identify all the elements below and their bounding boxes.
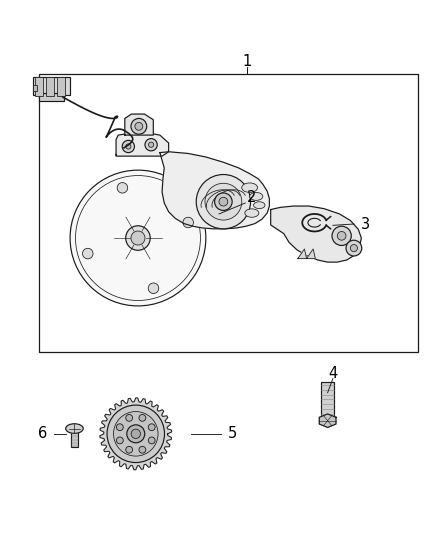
- Circle shape: [131, 429, 141, 439]
- Circle shape: [117, 424, 123, 431]
- Circle shape: [145, 139, 157, 151]
- Circle shape: [332, 226, 351, 246]
- Ellipse shape: [250, 192, 263, 200]
- Circle shape: [346, 240, 362, 256]
- Bar: [71, 432, 78, 447]
- Circle shape: [148, 142, 154, 147]
- Bar: [33, 85, 37, 91]
- Bar: [33, 77, 70, 95]
- Circle shape: [148, 424, 155, 431]
- Circle shape: [126, 446, 133, 453]
- Text: 5: 5: [227, 426, 237, 441]
- Circle shape: [183, 217, 194, 228]
- Circle shape: [135, 123, 143, 130]
- Circle shape: [350, 245, 357, 252]
- Text: 6: 6: [38, 426, 48, 441]
- Ellipse shape: [245, 209, 259, 217]
- Bar: [39, 93, 64, 101]
- Polygon shape: [271, 206, 361, 262]
- Circle shape: [70, 170, 206, 306]
- Circle shape: [139, 415, 146, 421]
- Circle shape: [215, 193, 232, 211]
- Circle shape: [113, 411, 158, 456]
- Circle shape: [131, 118, 147, 134]
- Circle shape: [196, 174, 251, 229]
- Bar: [321, 382, 334, 421]
- Circle shape: [117, 437, 123, 444]
- Circle shape: [219, 197, 228, 206]
- Ellipse shape: [66, 424, 83, 433]
- Text: 4: 4: [328, 366, 338, 381]
- Bar: [57, 77, 65, 96]
- Circle shape: [117, 183, 128, 193]
- Polygon shape: [100, 398, 172, 470]
- Bar: [35, 77, 43, 96]
- Polygon shape: [307, 249, 315, 259]
- Circle shape: [126, 415, 133, 421]
- Polygon shape: [116, 132, 169, 156]
- Circle shape: [126, 226, 150, 251]
- Polygon shape: [160, 152, 269, 229]
- Circle shape: [139, 446, 146, 453]
- Ellipse shape: [254, 202, 265, 208]
- Polygon shape: [298, 249, 307, 259]
- Text: 2: 2: [247, 190, 257, 205]
- Circle shape: [148, 283, 159, 294]
- Circle shape: [107, 405, 165, 463]
- Polygon shape: [319, 414, 336, 427]
- Bar: [46, 77, 54, 96]
- Circle shape: [337, 231, 346, 240]
- Circle shape: [126, 144, 131, 149]
- Circle shape: [82, 248, 93, 259]
- Circle shape: [205, 183, 242, 220]
- Circle shape: [127, 425, 145, 443]
- Text: 3: 3: [361, 216, 370, 231]
- Circle shape: [148, 437, 155, 444]
- Circle shape: [122, 140, 134, 152]
- Bar: [39, 74, 418, 352]
- Ellipse shape: [242, 183, 258, 192]
- Circle shape: [131, 231, 145, 245]
- Polygon shape: [125, 114, 153, 135]
- Text: 1: 1: [243, 54, 252, 69]
